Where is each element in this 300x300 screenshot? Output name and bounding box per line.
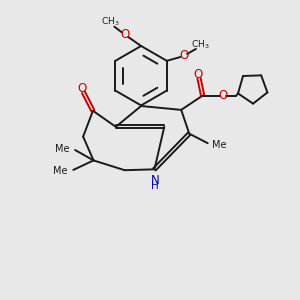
Text: O: O: [120, 28, 129, 41]
Text: Me: Me: [212, 140, 226, 150]
Text: CH$_3$: CH$_3$: [100, 16, 119, 28]
Text: CH$_3$: CH$_3$: [191, 38, 209, 51]
Text: O: O: [179, 49, 189, 62]
Text: O: O: [219, 89, 228, 102]
Text: O: O: [193, 68, 203, 81]
Text: Me: Me: [55, 144, 70, 154]
Text: O: O: [77, 82, 87, 95]
Text: H: H: [151, 181, 159, 190]
Text: Me: Me: [53, 166, 68, 176]
Text: N: N: [151, 174, 159, 187]
